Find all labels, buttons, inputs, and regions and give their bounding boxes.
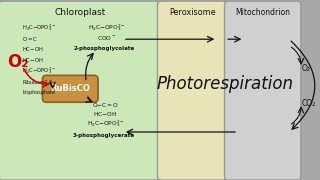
Text: Chloroplast: Chloroplast — [54, 8, 106, 17]
Text: Ribulose-1,5-: Ribulose-1,5- — [22, 80, 54, 85]
Text: HC$-$OH: HC$-$OH — [22, 45, 44, 53]
Text: O$=$C: O$=$C — [22, 35, 38, 42]
Text: H$_2$C$-$OPO$_3^{2-}$: H$_2$C$-$OPO$_3^{2-}$ — [22, 65, 56, 76]
Text: O₂: O₂ — [7, 53, 28, 71]
Text: H$_2$C$-$OPO$_3^{2-}$: H$_2$C$-$OPO$_3^{2-}$ — [88, 23, 126, 33]
Text: COO$^-$: COO$^-$ — [97, 34, 116, 42]
FancyBboxPatch shape — [157, 1, 228, 180]
Text: CO₂: CO₂ — [302, 99, 316, 108]
Text: O₂: O₂ — [302, 64, 311, 73]
Text: H$_2$C$-$OPO$_3^{2-}$: H$_2$C$-$OPO$_3^{2-}$ — [22, 23, 56, 33]
Text: RuBisCO: RuBisCO — [50, 84, 90, 93]
Text: 2-phosphoglycolate: 2-phosphoglycolate — [73, 46, 134, 51]
Text: bisphosphate: bisphosphate — [22, 91, 55, 95]
FancyBboxPatch shape — [225, 1, 301, 180]
Text: 3-phosphoglycerate: 3-phosphoglycerate — [73, 133, 135, 138]
FancyBboxPatch shape — [0, 1, 161, 180]
Text: H$_2$C$-$OPO$_3^{2-}$: H$_2$C$-$OPO$_3^{2-}$ — [87, 119, 124, 129]
Text: Peroxisome: Peroxisome — [169, 8, 216, 17]
Text: O$-$C$=$O: O$-$C$=$O — [92, 101, 119, 109]
Text: Mitochondrion: Mitochondrion — [235, 8, 290, 17]
FancyBboxPatch shape — [43, 75, 98, 102]
Text: HC$-$OH: HC$-$OH — [22, 56, 44, 64]
Text: Photorespiration: Photorespiration — [157, 75, 294, 93]
Text: HC$-$OH: HC$-$OH — [93, 110, 117, 118]
